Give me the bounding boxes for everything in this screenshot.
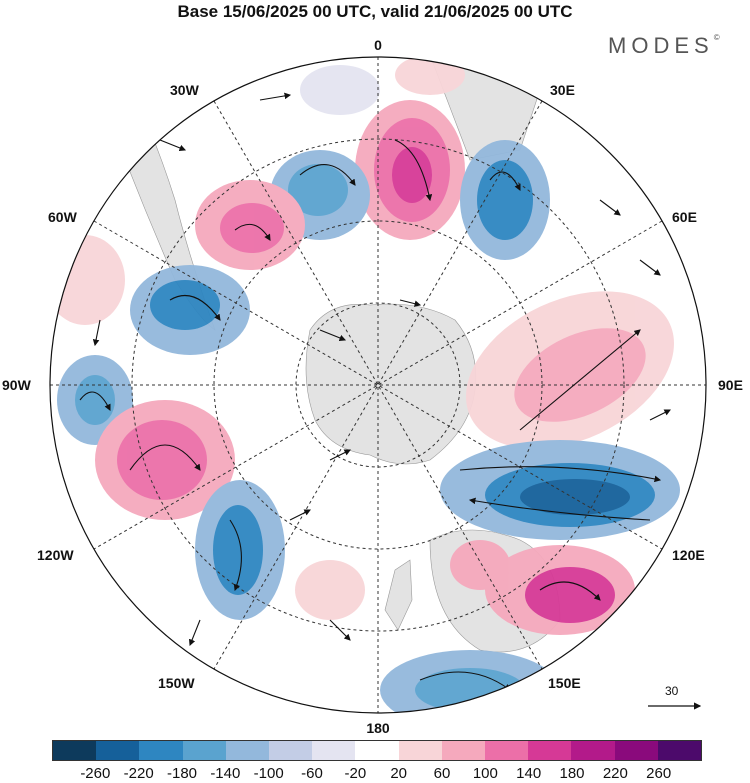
label-0: 0 xyxy=(374,37,382,53)
colorbar-swatch xyxy=(225,741,270,760)
colorbar-tick-label: 100 xyxy=(472,765,498,782)
colorbar-swatch xyxy=(312,741,356,760)
colorbar-tick-label: 260 xyxy=(646,765,672,782)
colorbar-tick-label: 20 xyxy=(390,765,407,782)
antarctica xyxy=(305,303,477,465)
label-90e: 90E xyxy=(718,377,743,393)
reference-vector-label: 30 xyxy=(665,684,679,698)
colorbar-tick-label: 60 xyxy=(433,765,451,782)
polar-map: 0 180 90W 90E 30W 60W 30E 60E 120W 150W … xyxy=(2,37,743,736)
modes-logo: MODES© xyxy=(608,33,720,59)
label-150w: 150W xyxy=(158,675,195,691)
map-title: Base 15/06/2025 00 UTC, valid 21/06/2025… xyxy=(177,2,573,21)
colorbar-tick-label: -220 xyxy=(123,765,154,782)
label-60e: 60E xyxy=(672,209,697,225)
colorbar-swatch xyxy=(355,741,399,760)
label-120w: 120W xyxy=(37,547,74,563)
colorbar-swatch xyxy=(139,741,183,760)
colorbar-swatch xyxy=(182,741,226,760)
colorbar-swatch xyxy=(614,741,658,760)
label-30w: 30W xyxy=(170,82,200,98)
map-border xyxy=(49,56,707,714)
colorbar-tick-label: -260 xyxy=(80,765,111,782)
label-150e: 150E xyxy=(548,675,581,691)
logo-mark: © xyxy=(713,33,720,42)
colorbar-tick-label: -20 xyxy=(344,765,367,782)
colorbar-tick-label: -100 xyxy=(253,765,284,782)
label-180: 180 xyxy=(366,720,390,736)
label-60w: 60W xyxy=(48,209,78,225)
anomaly-field xyxy=(50,57,706,713)
colorbar-tick-label: 140 xyxy=(516,765,542,782)
colorbar-swatch xyxy=(528,741,572,760)
colorbar-swatch xyxy=(398,741,442,760)
logo-text: MODES xyxy=(608,33,714,58)
colorbar-tick-label: 180 xyxy=(559,765,585,782)
colorbar-tick-label: -140 xyxy=(210,765,241,782)
colorbar-tick-label: -180 xyxy=(166,765,198,782)
colorbar-labels: -260 -220 -180 -140 -100 -60 -20 20 60 100 140 180 2… xyxy=(0,765,750,783)
label-120e: 120E xyxy=(672,547,705,563)
colorbar-swatch xyxy=(441,741,486,760)
colorbar-tick-label: -60 xyxy=(301,765,323,782)
label-30e: 30E xyxy=(550,82,575,98)
colorbar-swatch xyxy=(657,741,702,760)
wind-vectors xyxy=(79,92,671,691)
label-90w: 90W xyxy=(2,377,32,393)
colorbar-swatch xyxy=(53,741,97,760)
colorbar-swatch xyxy=(485,741,529,760)
colorbar-swatch xyxy=(269,741,313,760)
colorbar-tick-label: 220 xyxy=(602,765,628,782)
graticule xyxy=(50,57,706,713)
colorbar-swatch xyxy=(96,741,140,760)
new-zealand xyxy=(384,559,413,631)
colorbar xyxy=(52,740,702,761)
colorbar-swatch xyxy=(571,741,615,760)
